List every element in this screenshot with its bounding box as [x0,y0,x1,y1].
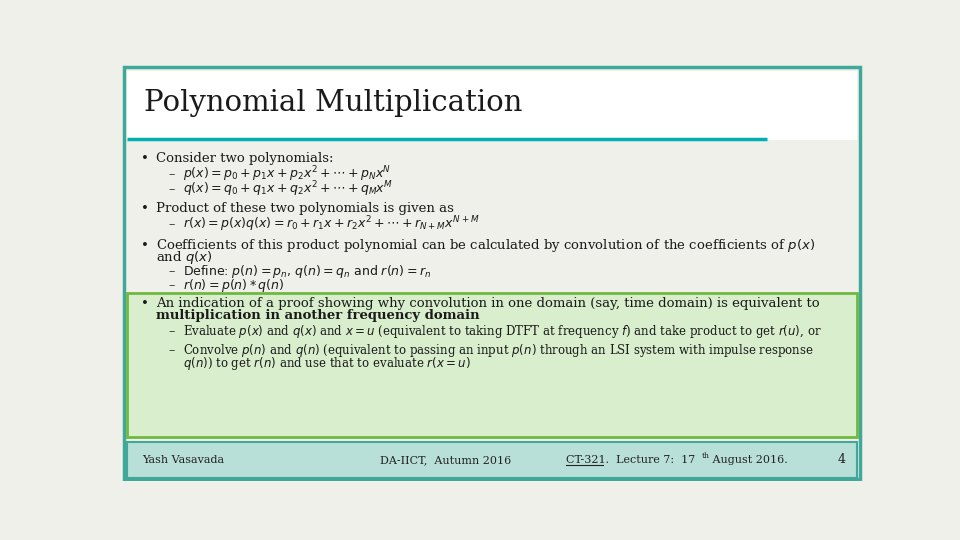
Text: •: • [141,239,149,252]
FancyBboxPatch shape [124,67,860,478]
Text: multiplication in another frequency domain: multiplication in another frequency doma… [156,309,479,322]
Text: Consider two polynomials:: Consider two polynomials: [156,152,333,165]
FancyBboxPatch shape [128,442,856,478]
Text: An indication of a proof showing why convolution in one domain (say, time domain: An indication of a proof showing why con… [156,298,819,310]
Text: DA-IICT,  Autumn 2016: DA-IICT, Autumn 2016 [380,455,512,465]
Text: –: – [168,344,175,357]
Text: Define: $p(n) = p_n$, $q(n) = q_n$ and $r(n) = r_n$: Define: $p(n) = p_n$, $q(n) = q_n$ and $… [183,264,431,280]
Text: $p(x) = p_0 + p_1 x + p_2 x^2 + \cdots + p_N x^N$: $p(x) = p_0 + p_1 x + p_2 x^2 + \cdots +… [183,165,392,184]
Text: Yash Vasavada: Yash Vasavada [142,455,225,465]
Text: •: • [141,298,149,310]
Text: •: • [141,152,149,165]
Text: $r(x) = p(x)q(x) = r_0 + r_1 x + r_2 x^2 + \cdots + r_{N+M} x^{N+M}$: $r(x) = p(x)q(x) = r_0 + r_1 x + r_2 x^2… [183,215,480,234]
Text: •: • [141,202,149,215]
Text: Convolve $p(n)$ and $q(n)$ (equivalent to passing an input $p(n)$ through an LSI: Convolve $p(n)$ and $q(n)$ (equivalent t… [183,342,814,359]
FancyBboxPatch shape [128,71,856,140]
Text: 4: 4 [837,453,845,467]
Text: $r(n) = p(n) * q(n)$: $r(n) = p(n) * q(n)$ [183,276,285,294]
Text: $q(n)$) to get $r(n)$ and use that to evaluate $r(x = u)$: $q(n)$) to get $r(n)$ and use that to ev… [183,355,470,372]
Text: Product of these two polynomials is given as: Product of these two polynomials is give… [156,202,453,215]
FancyBboxPatch shape [128,294,856,437]
Text: –: – [168,218,175,231]
Text: –: – [168,265,175,278]
Text: CT-321.  Lecture 7:  17: CT-321. Lecture 7: 17 [566,455,696,465]
Text: August 2016.: August 2016. [708,455,787,465]
Text: –: – [168,279,175,292]
Text: th: th [702,453,709,461]
Text: Polynomial Multiplication: Polynomial Multiplication [144,89,522,117]
Text: $q(x) = q_0 + q_1 x + q_2 x^2 + \cdots + q_M x^M$: $q(x) = q_0 + q_1 x + q_2 x^2 + \cdots +… [183,180,394,199]
Text: –: – [168,168,175,181]
Text: Coefficients of this product polynomial can be calculated by convolution of the : Coefficients of this product polynomial … [156,237,815,254]
Text: –: – [168,325,175,338]
Text: Evaluate $p(x)$ and $q(x)$ and $x = u$ (equivalent to taking DTFT at frequency $: Evaluate $p(x)$ and $q(x)$ and $x = u$ (… [183,323,822,340]
Text: and $q(x)$: and $q(x)$ [156,249,212,266]
Text: –: – [168,183,175,196]
